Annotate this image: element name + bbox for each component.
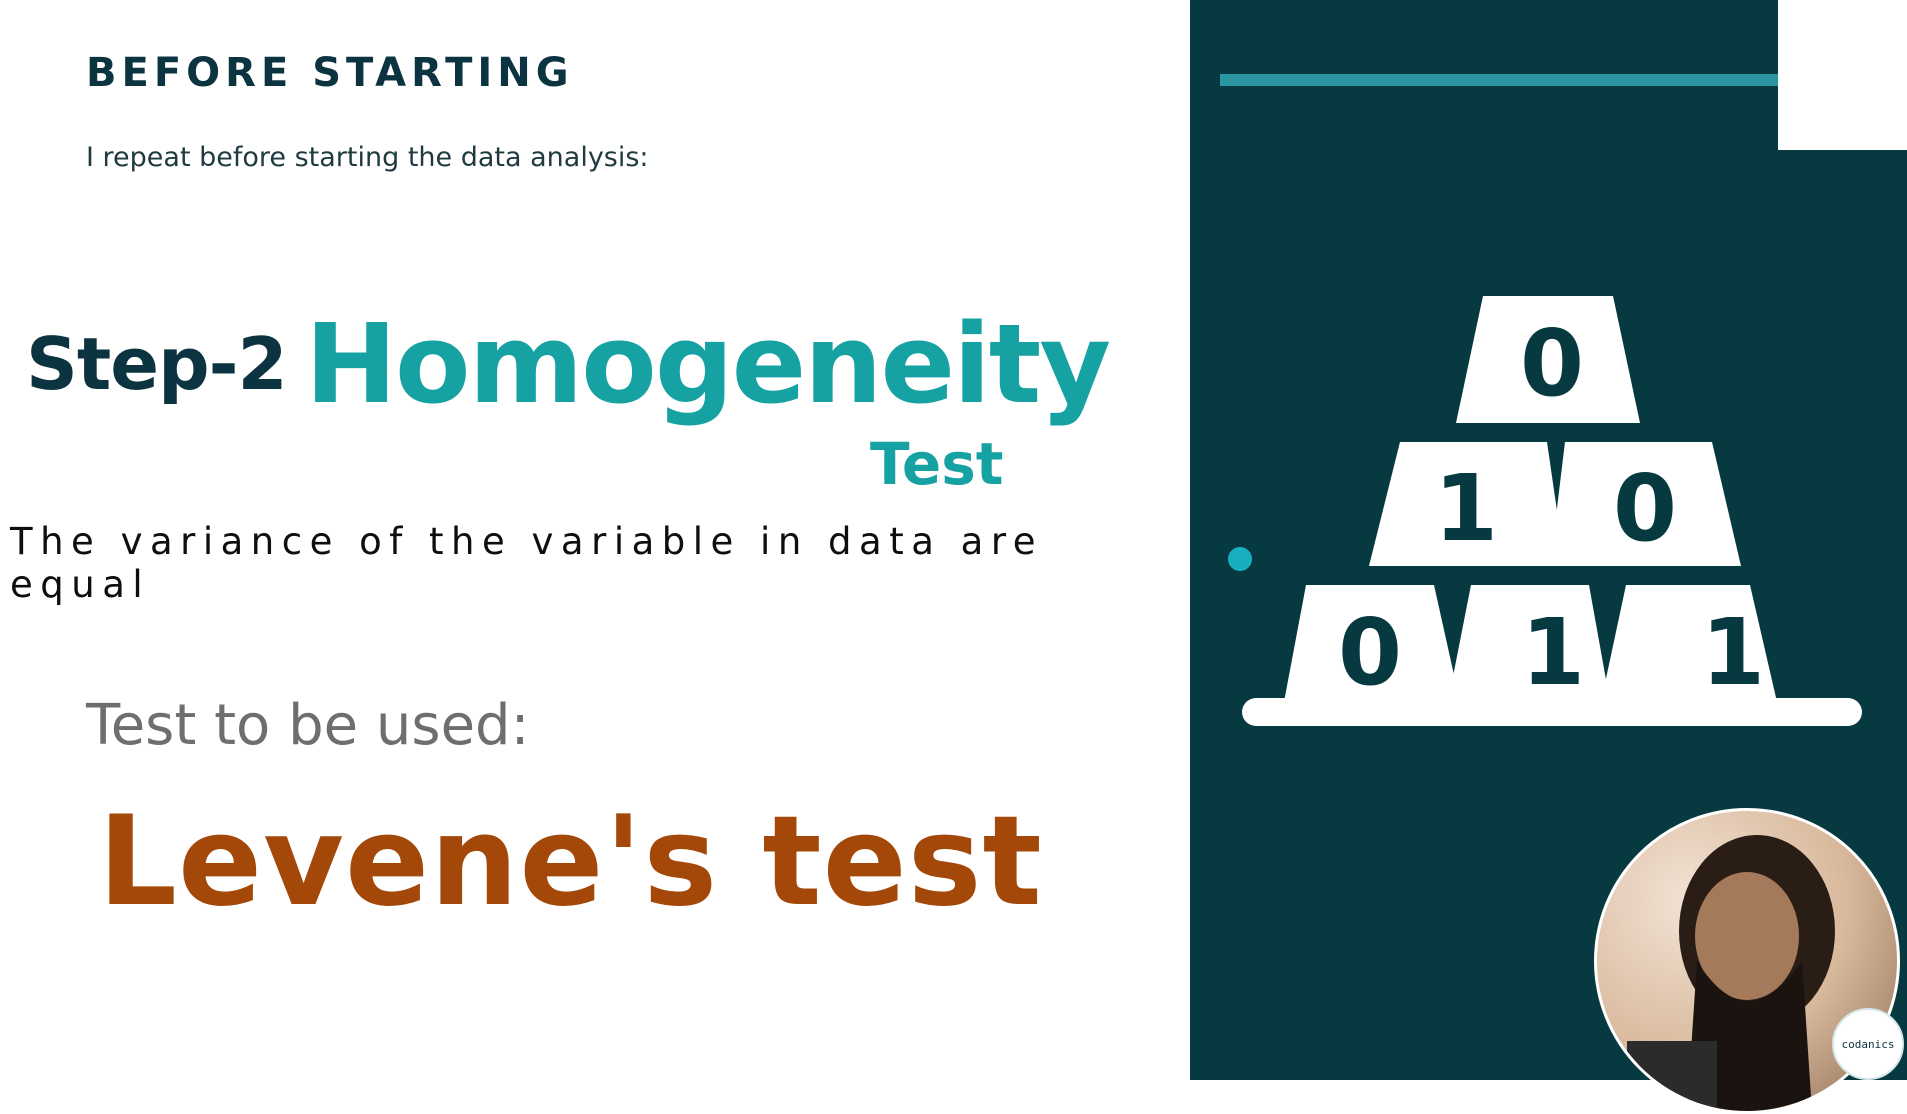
pyramid-block bbox=[1284, 585, 1460, 702]
step-label: Step-2 bbox=[26, 322, 288, 406]
codanics-logo: codanics bbox=[1832, 1008, 1904, 1080]
pyramid-digit: 0 bbox=[1338, 599, 1402, 706]
test-name: Levene's test bbox=[98, 790, 1043, 934]
slide-right-panel: 0 1 0 0 1 1 bbox=[1190, 0, 1907, 1080]
test-label: Test to be used: bbox=[86, 693, 530, 758]
pyramid-block bbox=[1369, 442, 1565, 566]
pyramid-block bbox=[1550, 442, 1741, 566]
pyramid-block bbox=[1448, 585, 1610, 702]
slide-title: Homogeneity bbox=[305, 300, 1111, 428]
pyramid-digit: 1 bbox=[1701, 599, 1765, 706]
slide-left-panel: BEFORE STARTING I repeat before starting… bbox=[10, 50, 1112, 934]
binary-pyramid-illustration: 0 1 0 0 1 1 bbox=[1242, 296, 1862, 726]
pyramid-digit: 1 bbox=[1521, 599, 1585, 706]
pyramid-digit: 0 bbox=[1520, 310, 1584, 417]
slide-heading: BEFORE STARTING bbox=[86, 50, 574, 96]
pyramid-digit: 0 bbox=[1613, 455, 1677, 562]
logo-text: codanics bbox=[1841, 1037, 1895, 1051]
slide-intro-text: I repeat before starting the data analys… bbox=[86, 142, 649, 173]
pyramid-digit: 1 bbox=[1434, 455, 1498, 562]
pyramid-block bbox=[1601, 585, 1777, 702]
pyramid-block bbox=[1456, 296, 1640, 423]
pyramid-base bbox=[1242, 698, 1862, 726]
slide-subtitle: Test bbox=[870, 430, 1004, 498]
accent-bar bbox=[1220, 74, 1907, 86]
assumption-statement: The variance of the variable in data are… bbox=[10, 520, 1043, 606]
corner-block bbox=[1778, 0, 1907, 150]
pointer-highlight bbox=[1228, 547, 1252, 571]
presenter-silhouette bbox=[1627, 835, 1835, 1111]
